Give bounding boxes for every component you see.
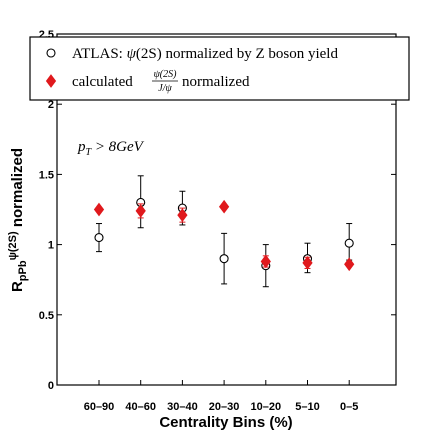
x-axis-title: Centrality Bins (%) [159, 414, 292, 431]
series-1 [93, 199, 355, 272]
annotation: pT > 8GeV [77, 139, 145, 158]
x-tick-label: 5–10 [295, 401, 319, 413]
data-point [218, 199, 230, 214]
series-layer [93, 175, 355, 288]
x-tick-label: 30–40 [167, 401, 198, 413]
y-tick-label: 1 [48, 240, 54, 252]
legend-box [29, 36, 410, 101]
svg-text:normalized: normalized [182, 74, 250, 90]
data-point [94, 233, 104, 243]
x-tick-label: 20–30 [209, 401, 240, 413]
data-point [219, 254, 229, 264]
data-point [302, 256, 313, 270]
data-point [260, 254, 271, 269]
data-point [177, 208, 188, 222]
plot-frame [56, 33, 397, 386]
y-tick-label: 2 [48, 99, 54, 111]
y-tick-label: 0.5 [39, 310, 54, 322]
series-0 [94, 175, 354, 288]
y-axis: 00.511.522.5 [39, 29, 396, 392]
data-point [344, 257, 355, 272]
data-point [93, 202, 105, 217]
legend-entry-atlas: ATLAS: ψ(2S) normalized by Z boson yield [72, 46, 338, 62]
x-axis: 60–90 40–60 30–40 20–30 10–20 5–10 0–5 [84, 380, 358, 413]
legend-marker-atlas [46, 48, 56, 58]
y-axis-title: RpPbψ(2S) normalized [7, 148, 29, 292]
svg-text:J/ψ: J/ψ [158, 83, 172, 94]
legend: ATLAS: ψ(2S) normalized by Z boson yield… [29, 36, 410, 101]
legend-entry-calculated: calculated ψ(2S) J/ψ normalized [72, 69, 250, 94]
svg-text:calculated: calculated [72, 74, 133, 90]
data-point [135, 204, 146, 218]
x-tick-label: 60–90 [84, 401, 115, 413]
svg-text:ψ(2S): ψ(2S) [154, 69, 178, 80]
legend-marker-calculated [45, 74, 57, 88]
y-tick-label: 0 [48, 380, 54, 392]
x-tick-label: 40–60 [125, 401, 156, 413]
data-point [344, 238, 354, 248]
x-tick-label: 0–5 [340, 401, 358, 413]
y-tick-label: 1.5 [39, 169, 54, 181]
x-tick-label: 10–20 [251, 401, 282, 413]
